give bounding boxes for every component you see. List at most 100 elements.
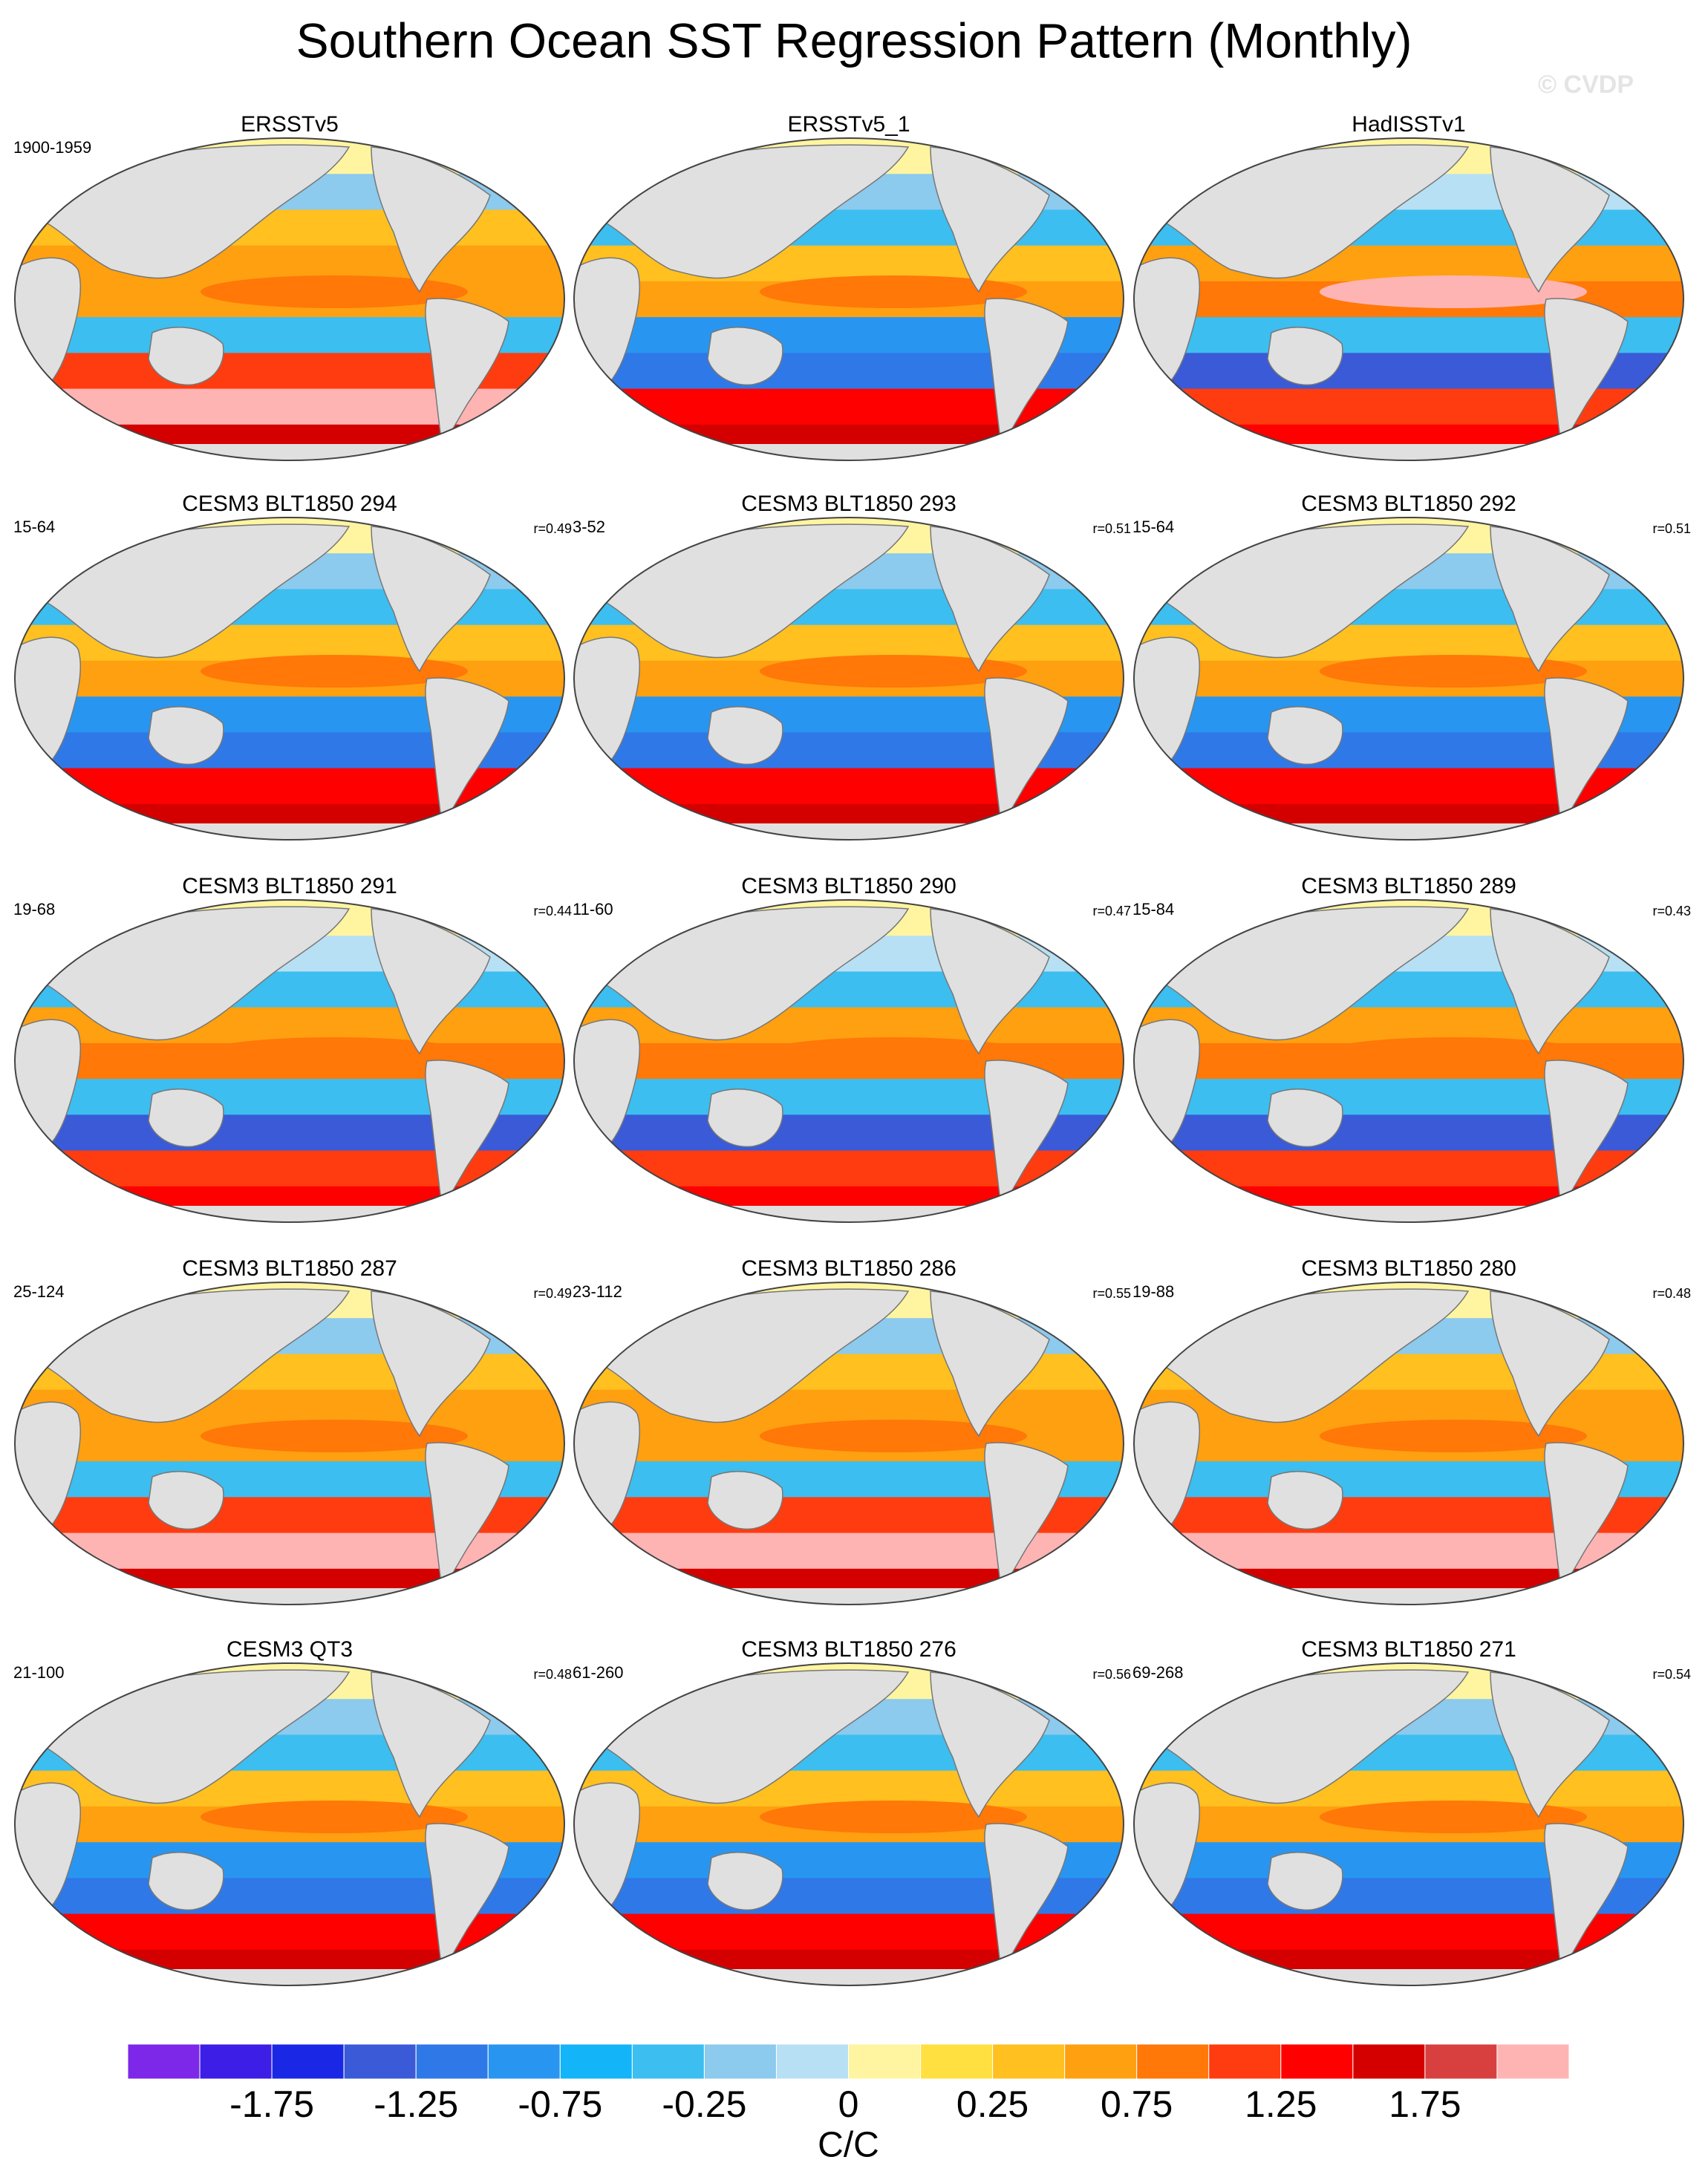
panel-title: CESM3 BLT1850 271 <box>1301 1637 1516 1662</box>
colorbar-label: C/C <box>818 2126 879 2165</box>
map-panel: CESM3 BLT1850 290 11-60 r=0.47 <box>573 874 1131 1223</box>
colorbar-box <box>992 2043 1066 2080</box>
map-panel: CESM3 BLT1850 293 3-52 r=0.51 <box>573 492 1131 841</box>
colorbar-box <box>199 2043 273 2080</box>
panel-correlation: r=0.44 <box>533 904 572 918</box>
map-panel: CESM3 BLT1850 280 19-88 r=0.48 <box>1132 1256 1691 1605</box>
map <box>573 517 1124 841</box>
panel-title: CESM3 BLT1850 290 <box>741 874 956 898</box>
map-panel: CESM3 BLT1850 287 25-124 r=0.49 <box>13 1256 572 1605</box>
panel-correlation: r=0.56 <box>1092 1667 1131 1682</box>
colorbar-box <box>703 2043 777 2080</box>
map-panel: CESM3 BLT1850 291 19-68 r=0.44 <box>13 874 572 1223</box>
map <box>1133 1662 1684 1986</box>
colorbar-tick-label: 0 <box>838 2083 859 2125</box>
map <box>14 137 565 461</box>
map-outline <box>1133 899 1684 1223</box>
map-outline <box>1133 137 1684 461</box>
colorbar-tick-label: -1.75 <box>229 2083 314 2125</box>
colorbar-box <box>1424 2043 1498 2080</box>
map <box>573 1662 1124 1986</box>
panel-period: 61-260 <box>573 1663 624 1682</box>
colorbar-tick-label: -0.25 <box>662 2083 746 2125</box>
map <box>573 137 1124 461</box>
map <box>1133 1282 1684 1605</box>
panel-period: 19-68 <box>13 900 55 918</box>
colorbar-box <box>1136 2043 1210 2080</box>
map-outline <box>573 899 1124 1223</box>
map <box>1133 137 1684 461</box>
colorbar-box <box>343 2043 417 2080</box>
map-panel: CESM3 QT3 21-100 r=0.48 <box>13 1637 572 1986</box>
panel-title: CESM3 BLT1850 294 <box>182 492 397 516</box>
panel-title: CESM3 BLT1850 286 <box>741 1256 956 1281</box>
panel-correlation: r=0.54 <box>1652 1667 1691 1682</box>
colorbar-box <box>920 2043 994 2080</box>
colorbar-tick-label: 0.25 <box>956 2083 1029 2125</box>
colorbar-tick-label: 1.75 <box>1389 2083 1461 2125</box>
map-outline <box>573 137 1124 461</box>
map-panel: CESM3 BLT1850 276 61-260 r=0.56 <box>573 1637 1131 1986</box>
colorbar-tick-label: -0.75 <box>518 2083 602 2125</box>
panel-title: CESM3 BLT1850 292 <box>1301 492 1516 516</box>
map-outline <box>14 899 565 1223</box>
panel-period: 11-60 <box>573 900 613 918</box>
figure-title: Southern Ocean SST Regression Pattern (M… <box>296 13 1412 68</box>
map <box>14 1282 565 1605</box>
map <box>573 1282 1124 1605</box>
panel-title: CESM3 QT3 <box>226 1637 353 1662</box>
map-panel: HadISSTv1 <box>1133 112 1684 461</box>
panel-correlation: r=0.49 <box>533 1286 572 1301</box>
map <box>14 517 565 841</box>
colorbar-box <box>775 2043 849 2080</box>
panel-correlation: r=0.47 <box>1092 904 1131 918</box>
panel-title: CESM3 BLT1850 289 <box>1301 874 1516 898</box>
colorbar-box <box>1064 2043 1138 2080</box>
map <box>1133 899 1684 1223</box>
panel-period: 25-124 <box>13 1282 65 1301</box>
colorbar-box <box>1496 2043 1570 2080</box>
map-outline <box>14 517 565 841</box>
panel-correlation: r=0.43 <box>1652 904 1691 918</box>
panel-title: CESM3 BLT1850 280 <box>1301 1256 1516 1281</box>
colorbar-tick-label: 1.25 <box>1245 2083 1317 2125</box>
colorbar-box <box>487 2043 561 2080</box>
map-panel: ERSSTv5_1 <box>573 112 1124 461</box>
panel-correlation: r=0.48 <box>533 1667 572 1682</box>
panel-correlation: r=0.49 <box>533 521 572 536</box>
colorbar-box <box>848 2043 922 2080</box>
colorbar-box <box>127 2043 201 2080</box>
map-outline <box>1133 1662 1684 1986</box>
panel-period: 3-52 <box>573 518 605 536</box>
panel-period: 15-64 <box>1132 518 1174 536</box>
panel-title: CESM3 BLT1850 293 <box>741 492 956 516</box>
panel-correlation: r=0.51 <box>1652 521 1691 536</box>
map-panel: CESM3 BLT1850 271 69-268 r=0.54 <box>1132 1637 1691 1986</box>
map <box>14 899 565 1223</box>
panel-period: 19-88 <box>1132 1282 1174 1301</box>
map-panel: CESM3 BLT1850 294 15-64 r=0.49 <box>13 492 572 841</box>
panel-title: HadISSTv1 <box>1352 112 1465 137</box>
colorbar-box <box>271 2043 345 2080</box>
panel-period: 21-100 <box>13 1663 65 1682</box>
panel-period: 69-268 <box>1132 1663 1184 1682</box>
map-outline <box>14 1662 565 1986</box>
map-outline <box>14 1282 565 1605</box>
colorbar-box <box>631 2043 705 2080</box>
map <box>1133 517 1684 841</box>
map-outline <box>573 1282 1124 1605</box>
panel-title: ERSSTv5_1 <box>787 112 910 137</box>
panel-title: CESM3 BLT1850 291 <box>182 874 397 898</box>
colorbar-box <box>1352 2043 1426 2080</box>
map-outline <box>1133 1282 1684 1605</box>
panel-period: 15-84 <box>1132 900 1174 918</box>
panel-period: 1900-1959 <box>13 138 91 157</box>
panel-grid: ERSSTv5 1900-1959 ERSSTv5_1 HadISSTv1 CESM3 … <box>13 112 1691 1986</box>
map-panel: CESM3 BLT1850 286 23-112 r=0.55 <box>573 1256 1131 1605</box>
map-outline <box>573 517 1124 841</box>
map-outline <box>14 137 565 461</box>
map-outline <box>573 1662 1124 1986</box>
colorbar-box <box>1280 2043 1354 2080</box>
colorbar: -1.75 -1.25 -0.75 -0.25 0 0.25 0.75 1.25 1.75 C/C <box>127 2043 1570 2165</box>
